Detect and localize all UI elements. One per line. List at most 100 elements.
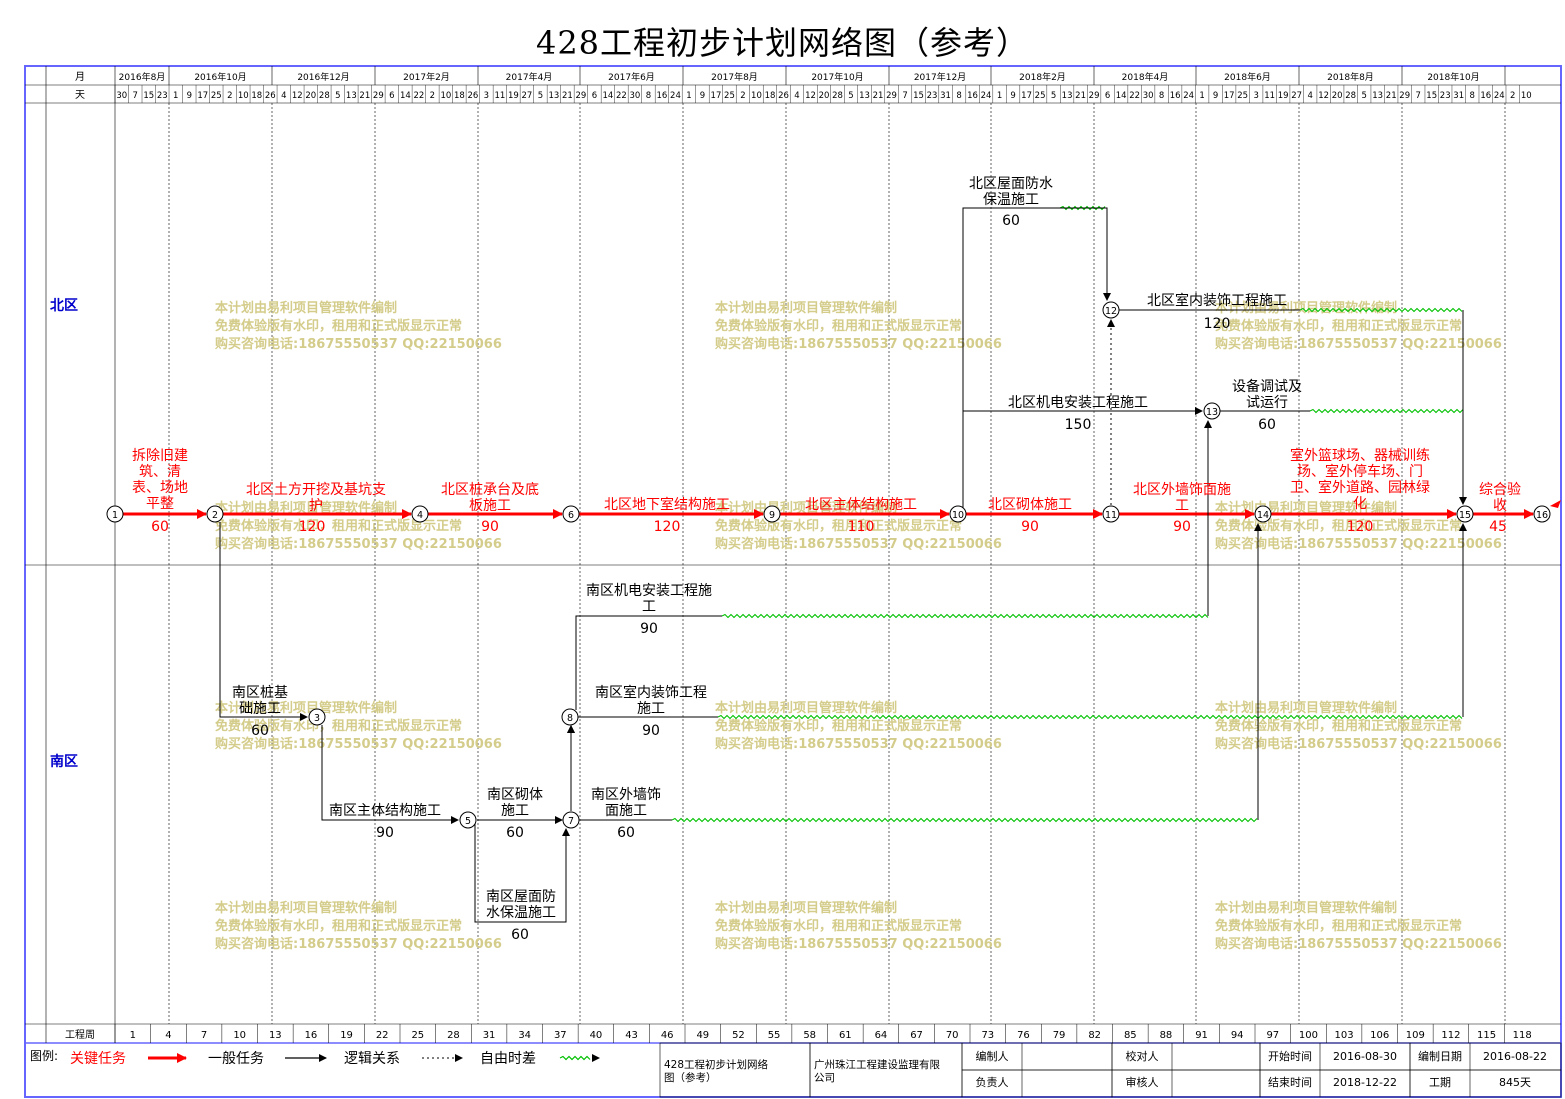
footer-manager-label: 负责人: [976, 1075, 1009, 1089]
event-node: [949, 505, 967, 523]
day-label: 30: [1143, 91, 1154, 101]
week-label: 106: [1370, 1030, 1389, 1041]
free-float-line: [1299, 307, 1463, 313]
day-label: 6: [592, 91, 597, 101]
footer-period-label: 工期: [1429, 1076, 1451, 1089]
week-label: 88: [1160, 1030, 1173, 1041]
day-label: 5: [1361, 91, 1366, 101]
day-label: 17: [1021, 91, 1032, 101]
task-name-line: 板施工: [469, 498, 511, 514]
day-label: 1: [173, 91, 178, 101]
week-label: 118: [1513, 1030, 1532, 1041]
task-name-line: 北区屋面防水: [969, 176, 1053, 192]
task-duration: 120: [654, 519, 681, 535]
task-name-line: 设备调试及: [1232, 378, 1302, 395]
watermark-text: 购买咨询电话:18675550537 QQ:22150066: [215, 336, 502, 352]
watermark-text: 本计划由易利项目管理软件编制: [715, 300, 897, 316]
day-label: 29: [1399, 91, 1410, 101]
month-label: 2016年12月: [297, 71, 349, 83]
task-name-line: 工: [1175, 498, 1189, 514]
day-label: 12: [292, 91, 303, 101]
free-float-line: [721, 613, 1209, 619]
day-label: 7: [1415, 91, 1420, 101]
day-label: 24: [670, 91, 681, 101]
footer-checker-label: 校对人: [1126, 1049, 1159, 1063]
task-name-line: 筑、清: [139, 464, 181, 480]
week-label: 76: [1017, 1030, 1030, 1041]
event-node: [1533, 505, 1551, 523]
legend-general-label: 一般任务: [208, 1051, 264, 1067]
week-label: 4: [165, 1030, 171, 1041]
watermark-text: 本计划由易利项目管理软件编制: [215, 900, 397, 916]
task-name: 南区砌体施工: [487, 787, 543, 819]
day-label: 26: [265, 91, 276, 101]
footer-company-line: 公司: [814, 1072, 835, 1084]
footer-chart-name: 428工程初步计划网络图（参考）: [664, 1058, 769, 1084]
day-label: 16: [657, 91, 668, 101]
day-label: 24: [1183, 91, 1194, 101]
task-duration: 60: [151, 519, 169, 535]
task-name: 拆除旧建筑、清表、场地平整: [132, 448, 188, 512]
legend-critical-label: 关键任务: [70, 1051, 126, 1067]
day-label: 5: [1051, 91, 1056, 101]
week-label: 52: [732, 1030, 745, 1041]
day-label: 10: [440, 91, 451, 101]
day-label: 24: [981, 91, 992, 101]
week-label: 10: [233, 1030, 246, 1041]
day-label: 4: [794, 91, 799, 101]
week-label: 19: [340, 1030, 353, 1041]
task-name-line: 南区主体结构施工: [329, 803, 441, 819]
legend-logic-label: 逻辑关系: [344, 1051, 400, 1067]
day-label: 16: [1170, 91, 1181, 101]
task-name: 室外篮球场、器械训练场、室外停车场、门卫、室外道路、园林绿化: [1290, 447, 1430, 512]
day-label: 3: [484, 91, 489, 101]
task-duration: 150: [1065, 417, 1092, 433]
day-label: 27: [521, 91, 532, 101]
task-name-line: 护: [309, 498, 323, 514]
event-node-number: 8: [567, 713, 573, 724]
event-node: [106, 505, 124, 523]
day-label: 17: [1224, 91, 1235, 101]
task-name-line: 北区砌体施工: [988, 497, 1072, 513]
watermark-text: 免费体验版有水印，租用和正式版显示正常: [215, 518, 462, 534]
day-label: 19: [1278, 91, 1289, 101]
day-label: 9: [1213, 91, 1218, 101]
task-duration: 90: [642, 723, 660, 739]
week-label: 115: [1477, 1030, 1496, 1041]
task-duration: 45: [1489, 519, 1507, 535]
event-node-number: 2: [212, 510, 218, 521]
event-node: [411, 505, 429, 523]
task-duration: 60: [1002, 213, 1020, 229]
task-name-line: 收: [1493, 498, 1507, 514]
day-label: 5: [335, 91, 340, 101]
day-label: 5: [538, 91, 543, 101]
legend-label: 图例:: [30, 1049, 58, 1063]
month-label: 2017年6月: [608, 71, 655, 83]
week-label: 97: [1266, 1030, 1279, 1041]
month-label: 2017年8月: [711, 71, 758, 83]
day-label: 21: [1075, 91, 1086, 101]
event-node-number: 16: [1536, 510, 1548, 521]
watermark-text: 免费体验版有水印，租用和正式版显示正常: [215, 318, 462, 334]
event-node: [562, 811, 580, 829]
day-label: 28: [1345, 91, 1356, 101]
month-label: 2017年2月: [403, 71, 450, 83]
day-label: 1: [686, 91, 691, 101]
task-name: 北区屋面防水保温施工: [969, 176, 1053, 208]
day-label: 10: [751, 91, 762, 101]
month-label: 2018年8月: [1327, 71, 1374, 83]
task-name-line: 工: [642, 599, 656, 615]
legend-float-arrowhead: [592, 1054, 600, 1062]
task-duration: 120: [1204, 316, 1231, 332]
day-label: 14: [1116, 91, 1127, 101]
footer-start-label: 开始时间: [1268, 1049, 1312, 1063]
day-label: 8: [646, 91, 651, 101]
watermark-text: 免费体验版有水印，租用和正式版显示正常: [1215, 918, 1462, 934]
task-name: 设备调试及试运行: [1232, 378, 1302, 411]
watermark-text: 免费体验版有水印，租用和正式版显示正常: [1215, 718, 1462, 734]
week-label: 40: [590, 1030, 603, 1041]
day-label: 28: [319, 91, 330, 101]
task-duration: 60: [506, 825, 524, 841]
task-name-line: 场、室外停车场、门: [1297, 463, 1423, 480]
task-name-line: 南区砌体: [487, 787, 543, 803]
